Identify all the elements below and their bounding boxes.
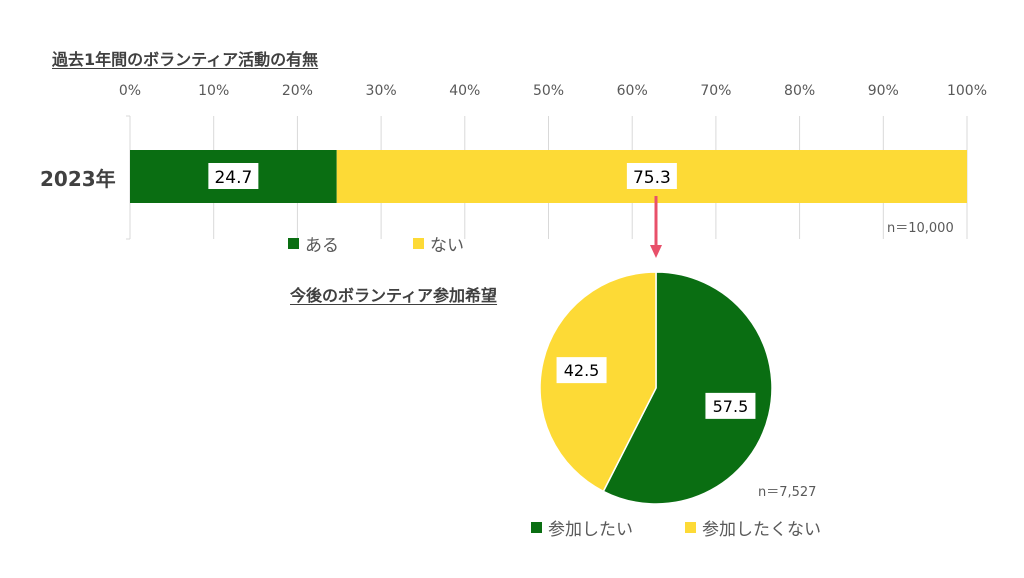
bar-category-label: 2023年 bbox=[40, 167, 116, 191]
pie-sample-size: n＝7,527 bbox=[758, 485, 817, 500]
legend-swatch-yellow bbox=[685, 522, 696, 533]
legend-swatch-yellow bbox=[413, 238, 424, 249]
legend-item-not-want: 参加したくない bbox=[685, 515, 821, 540]
pie-chart-title: 今後のボランティア参加希望 bbox=[290, 286, 498, 305]
x-tick-label: 70% bbox=[700, 83, 731, 99]
x-tick-label: 50% bbox=[533, 83, 564, 99]
legend-item-nai: ない bbox=[413, 231, 464, 256]
x-tick-label: 0% bbox=[119, 83, 141, 99]
legend-label-aru: ある bbox=[305, 236, 339, 256]
legend-label-nai: ない bbox=[430, 236, 464, 256]
x-tick-label: 20% bbox=[282, 83, 313, 99]
pie-label-box bbox=[705, 392, 756, 419]
data-label: 75.3 bbox=[633, 168, 671, 188]
x-tick-label: 100% bbox=[947, 83, 987, 99]
connector-arrow-head bbox=[650, 245, 662, 258]
legend-item-aru: ある bbox=[288, 231, 339, 256]
legend-item-want: 参加したい bbox=[531, 515, 633, 540]
legend-swatch-green bbox=[531, 522, 542, 533]
data-label: 24.7 bbox=[214, 168, 252, 188]
x-tick-label: 30% bbox=[366, 83, 397, 99]
pie-data-label: 42.5 bbox=[564, 361, 600, 380]
x-tick-label: 80% bbox=[784, 83, 815, 99]
bar-sample-size: n＝10,000 bbox=[887, 221, 954, 236]
pie-data-label: 57.5 bbox=[713, 397, 749, 416]
x-tick-label: 60% bbox=[617, 83, 648, 99]
x-tick-label: 90% bbox=[868, 83, 899, 99]
legend-swatch-green bbox=[288, 238, 299, 249]
data-label-box bbox=[208, 163, 259, 189]
x-tick-label: 40% bbox=[449, 83, 480, 99]
legend-label-want: 参加したい bbox=[548, 520, 633, 540]
data-label-box bbox=[626, 163, 677, 189]
legend-label-not-want: 参加したくない bbox=[702, 520, 821, 540]
x-tick-label: 10% bbox=[198, 83, 229, 99]
bar-chart-title: 過去1年間のボランティア活動の有無 bbox=[52, 50, 319, 69]
pie-label-box bbox=[556, 357, 607, 384]
pie-slice bbox=[602, 271, 773, 505]
